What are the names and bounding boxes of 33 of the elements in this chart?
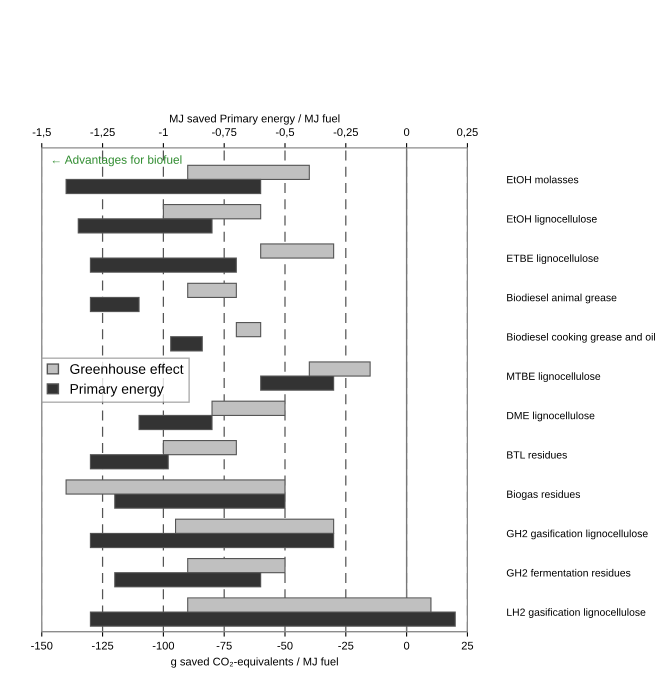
- x2-tick-label: -0,5: [276, 128, 294, 138]
- y-tick-label: DME lignocellulose: [507, 412, 594, 422]
- x-tick-label: -25: [338, 642, 354, 650]
- x2-tick-label: -1,25: [90, 128, 115, 138]
- x2-tick-label: -0,25: [334, 128, 358, 138]
- y-tick-label: Biodiesel animal grease: [507, 294, 616, 304]
- annotation: ← Advantages for biofuel: [52, 155, 182, 166]
- legend-label: Primary energy: [70, 384, 164, 397]
- y-tick-label: Biogas residues: [507, 490, 580, 500]
- x2-axis-title: MJ saved Primary energy / MJ fuel: [170, 114, 340, 125]
- x-tick-label: -50: [277, 642, 293, 650]
- x2-tick-label: 0,25: [457, 128, 478, 138]
- x-tick-label: 25: [462, 642, 474, 650]
- x-axis-title: g saved CO₂-equivalents / MJ fuel: [171, 657, 338, 668]
- x2-tick-label: 0: [404, 128, 410, 136]
- x2-tick-label: -1,5: [32, 128, 51, 138]
- x-tick-label: -100: [152, 642, 174, 650]
- x2-tick-label: -0,75: [212, 128, 236, 138]
- y-tick-label: MTBE lignocellulose: [507, 372, 600, 382]
- y-tick-label: BTL residues: [507, 450, 567, 459]
- y-tick-label: ETBE lignocellulose: [507, 254, 598, 264]
- y-tick-label: GH2 gasification lignocellulose: [506, 530, 648, 540]
- y-tick-label: GH2 fermentation residues: [506, 568, 630, 577]
- y-tick-label: LH2 gasification lignocellulose: [507, 608, 646, 618]
- x-tick-label: -125: [92, 642, 114, 650]
- x-tick-label: -75: [216, 642, 232, 650]
- x-tick-label: -150: [31, 642, 52, 650]
- y-tick-label: Biodiesel cooking grease and oil: [507, 332, 656, 343]
- y-tick-label: EtOH molasses: [507, 176, 578, 184]
- x2-tick-label: -1: [158, 128, 168, 136]
- y-tick-label: EtOH lignocellulose: [507, 214, 597, 225]
- x-tick-label: 0: [404, 642, 410, 650]
- legend-label: Greenhouse effect: [70, 364, 184, 374]
